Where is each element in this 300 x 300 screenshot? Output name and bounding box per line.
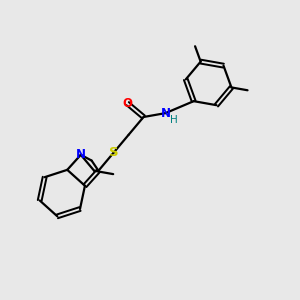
Text: N: N [160,106,170,120]
Text: H: H [170,115,178,125]
Text: S: S [109,146,118,159]
Text: N: N [76,148,86,161]
Text: O: O [123,97,133,110]
